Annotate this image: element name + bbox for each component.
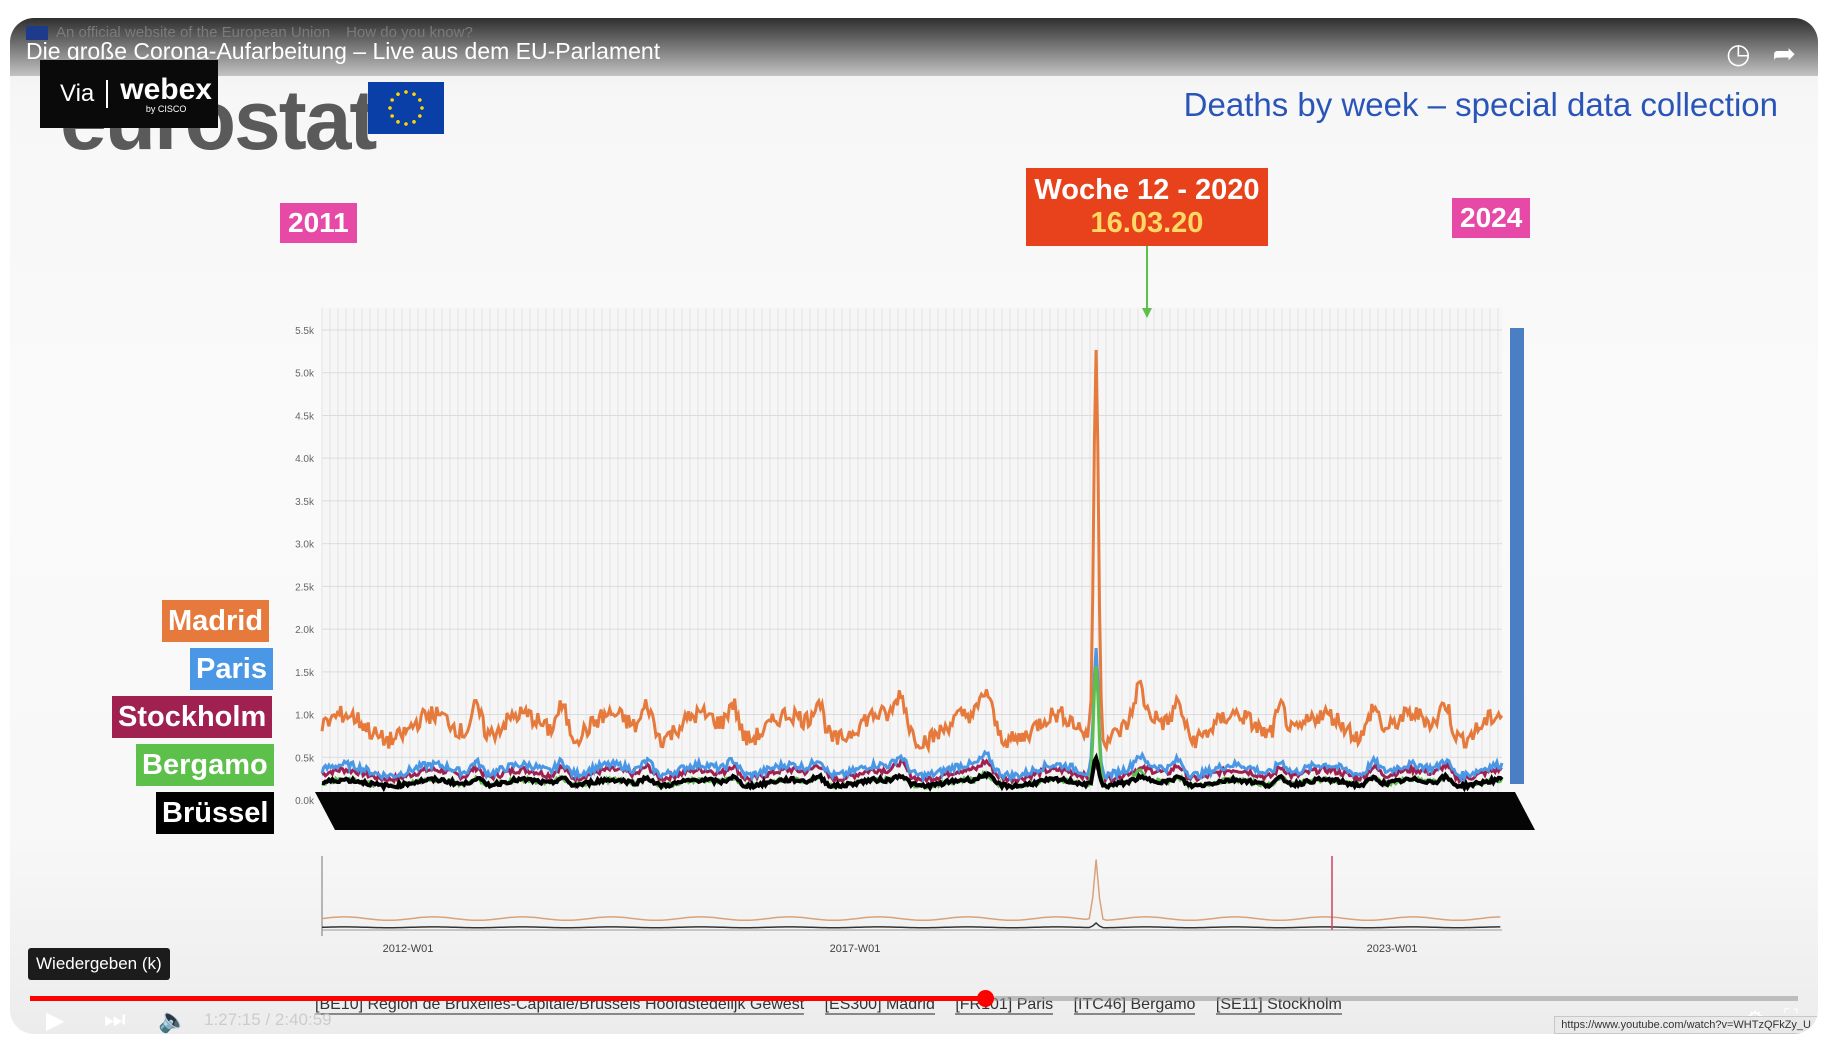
chart-series xyxy=(320,349,1504,793)
deaths-chart: 0.0k 0.5k 1.0k 1.5k 2.0k 2.5k 3.0k 3.5k 4.0k 4.5k… xyxy=(295,246,1535,955)
legend-brussel: Brüssel xyxy=(156,792,275,834)
redacted-axis-band xyxy=(315,792,1535,830)
share-icon[interactable]: ➦ xyxy=(1772,38,1796,69)
year-start-tag: 2011 xyxy=(280,203,357,243)
legend-madrid: Madrid xyxy=(162,600,270,642)
y-tick-label: 3.0k xyxy=(295,540,315,551)
y-tick-label: 4.0k xyxy=(295,454,315,465)
series-line-stockholm xyxy=(321,757,1503,785)
eu-star xyxy=(420,106,424,110)
eu-star xyxy=(390,114,394,118)
y-tick-label: 3.5k xyxy=(295,497,315,508)
eu-star xyxy=(418,114,422,118)
url-status: https://www.youtube.com/watch?v=WHTzQFkZ… xyxy=(1554,1016,1818,1034)
eu-star xyxy=(388,106,392,110)
webex-sub: by CISCO xyxy=(145,103,187,114)
top-actions: ◷ ➦ xyxy=(1726,40,1796,68)
y-tick-label: 2.5k xyxy=(295,582,315,593)
player-controls: ▶ ⏭ 🔈 1:27:15 / 2:40:59 ⚙ ⛶ xyxy=(10,1006,1818,1034)
webex-logo: webex by CISCO xyxy=(108,72,212,114)
time-display: 1:27:15 / 2:40:59 xyxy=(204,1010,332,1029)
series-line-paris xyxy=(320,648,1504,785)
next-icon[interactable]: ⏭ xyxy=(104,1006,126,1033)
x-tick-labels: 2012-W01 2017-W01 2023-W01 xyxy=(383,943,1418,955)
x-tick-label: 2023-W01 xyxy=(1367,943,1418,955)
y-tick-label: 1.0k xyxy=(295,711,315,722)
week-callout: Woche 12 - 2020 16.03.20 xyxy=(1026,168,1268,246)
eu-flag-icon xyxy=(26,26,48,41)
eu-banner: An official website of the European Unio… xyxy=(26,24,473,41)
eu-star xyxy=(404,122,408,126)
y-tick-labels: 0.0k 0.5k 1.0k 1.5k 2.0k 2.5k 3.0k 3.5k 4.0k 4.5k… xyxy=(295,326,315,807)
overview-line-madrid xyxy=(321,859,1501,922)
eu-star xyxy=(412,120,416,124)
clock-icon[interactable]: ◷ xyxy=(1726,38,1751,69)
progress-bar[interactable] xyxy=(30,990,1798,1007)
y-tick-label: 1.5k xyxy=(295,668,315,679)
right-scrollbar[interactable] xyxy=(1510,328,1524,784)
progress-fill xyxy=(30,996,985,1001)
week12-marker-arrow xyxy=(1142,308,1152,318)
eu-star xyxy=(404,90,408,94)
y-tick-label: 0.0k xyxy=(295,796,315,807)
volume-icon[interactable]: 🔈 xyxy=(158,1007,188,1034)
eu-star xyxy=(396,120,400,124)
legend-stockholm: Stockholm xyxy=(112,696,273,738)
x-tick-label: 2017-W01 xyxy=(830,943,881,955)
series-line-madrid xyxy=(320,349,1504,755)
eu-star xyxy=(412,92,416,96)
eu-flag-logo xyxy=(368,82,444,134)
callout-date: 16.03.20 xyxy=(1090,207,1204,239)
y-tick-label: 5.0k xyxy=(295,369,315,380)
eu-star xyxy=(396,92,400,96)
webex-label: webex xyxy=(120,72,212,106)
progress-scrubber[interactable] xyxy=(976,990,994,1007)
legend-paris: Paris xyxy=(190,648,273,690)
y-tick-label: 5.5k xyxy=(295,326,315,337)
video-title[interactable]: Die große Corona-Aufarbeitung – Live aus… xyxy=(26,38,661,64)
legend-bergamo: Bergamo xyxy=(136,744,274,786)
y-tick-label: 4.5k xyxy=(295,411,315,422)
play-icon[interactable]: ▶ xyxy=(46,1007,65,1034)
video-player[interactable]: 0.0k 0.5k 1.0k 1.5k 2.0k 2.5k 3.0k 3.5k 4.0k 4.5k… xyxy=(10,18,1818,1034)
overview-chart xyxy=(321,856,1502,936)
webex-badge: Via webex by CISCO xyxy=(40,60,218,128)
series-line-brüssel xyxy=(321,752,1504,793)
play-tooltip: Wiedergeben (k) xyxy=(28,948,170,980)
x-tick-label: 2012-W01 xyxy=(383,943,434,955)
eu-banner-text: An official website of the European Unio… xyxy=(56,24,331,41)
via-label: Via xyxy=(40,80,109,108)
top-overlay xyxy=(10,18,1818,76)
overview-line-brüssel xyxy=(321,922,1501,929)
callout-week: Woche 12 - 2020 xyxy=(1034,174,1260,206)
y-tick-label: 2.0k xyxy=(295,625,315,636)
how-do-you-know-link[interactable]: How do you know? xyxy=(346,24,473,41)
eu-star xyxy=(418,98,422,102)
y-tick-label: 0.5k xyxy=(295,753,315,764)
year-end-tag: 2024 xyxy=(1452,198,1531,238)
eu-stars-icon xyxy=(388,90,424,126)
slide-title: Deaths by week – special data collection xyxy=(1183,86,1778,123)
eu-star xyxy=(390,98,394,102)
